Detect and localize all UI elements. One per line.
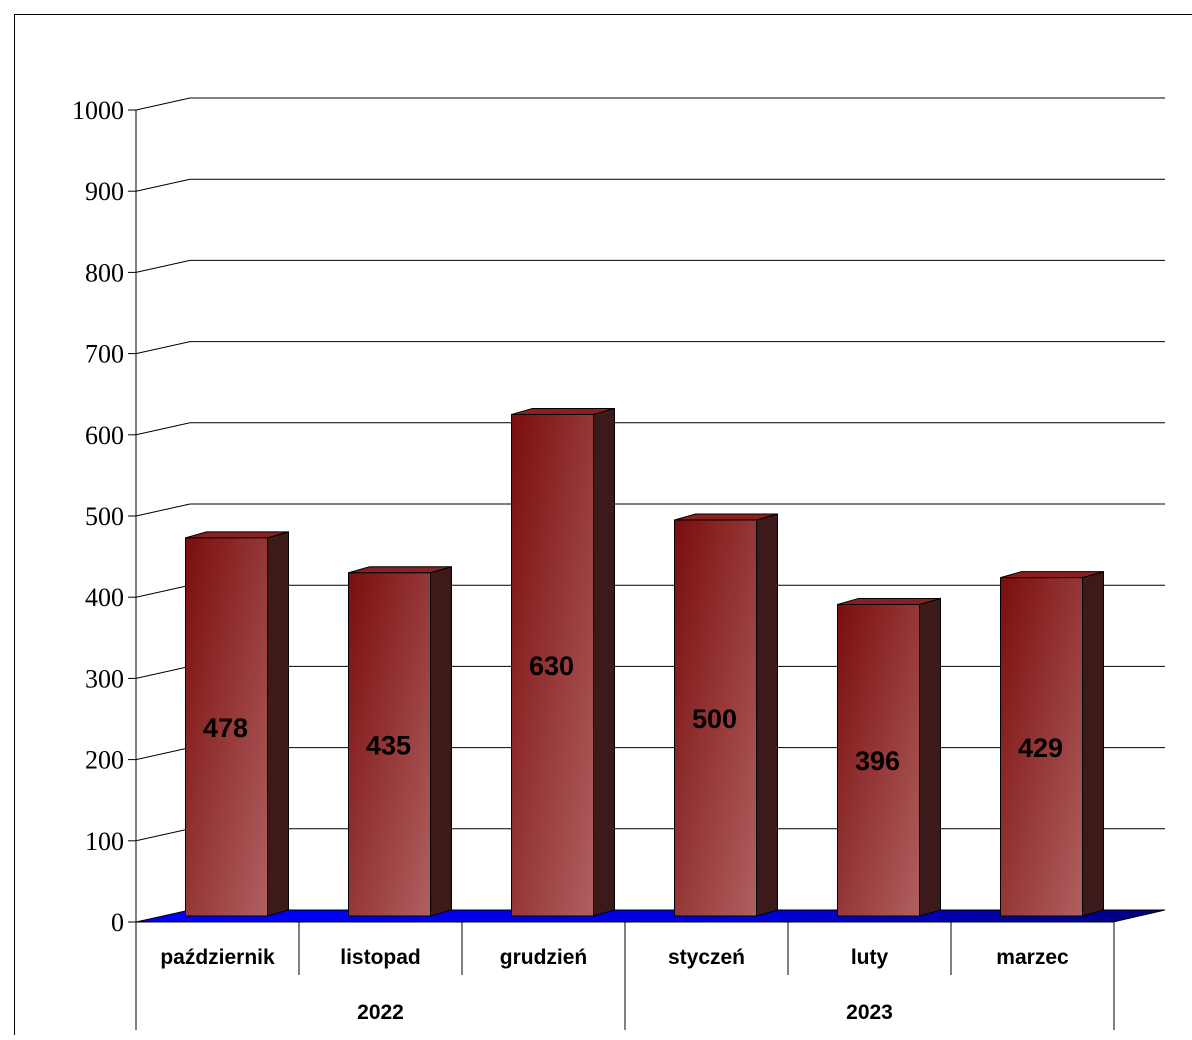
bar-value-label: 435 <box>366 730 411 760</box>
x-group-label: 2022 <box>357 1001 404 1024</box>
x-category-label: luty <box>851 946 889 969</box>
bar-value-label: 630 <box>529 651 574 681</box>
x-category-label: październik <box>160 946 275 969</box>
y-tick-label: 900 <box>85 177 124 206</box>
y-tick-label: 600 <box>85 421 124 450</box>
y-tick-label: 300 <box>85 664 124 693</box>
bar-side <box>1083 572 1104 916</box>
bar-value-label: 396 <box>855 746 900 776</box>
y-tick-label: 1000 <box>72 96 124 125</box>
y-tick-label: 500 <box>85 502 124 531</box>
bar-value-label: 429 <box>1018 733 1063 763</box>
y-tick-label: 100 <box>85 827 124 856</box>
x-category-label: listopad <box>340 946 421 969</box>
y-tick-label: 0 <box>111 908 124 937</box>
bar-side <box>431 567 452 916</box>
x-category-label: grudzień <box>500 946 588 969</box>
y-tick-label: 400 <box>85 583 124 612</box>
y-tick-label: 700 <box>85 340 124 369</box>
bar-value-label: 500 <box>692 704 737 734</box>
bar-side <box>757 514 778 916</box>
x-group-label: 2023 <box>846 1001 893 1024</box>
x-category-label: marzec <box>996 946 1069 969</box>
bar-value-label: 478 <box>203 713 248 743</box>
bar-side <box>594 408 615 916</box>
bar-side <box>268 532 289 916</box>
y-tick-label: 200 <box>85 746 124 775</box>
x-category-label: styczeń <box>668 946 745 969</box>
y-tick-label: 800 <box>85 258 124 287</box>
bar-side <box>920 598 941 916</box>
